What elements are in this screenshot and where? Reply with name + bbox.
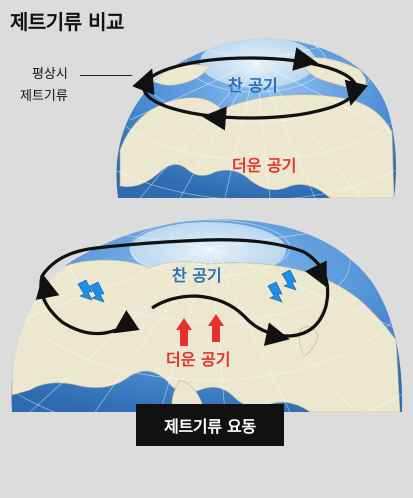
jet-fluctuation-caption: 제트기류 요동 bbox=[136, 404, 284, 446]
bottom-globe bbox=[11, 219, 403, 412]
bottom-jet-arrow-2 bbox=[35, 274, 60, 301]
warm-air-arrows bbox=[176, 314, 224, 346]
bottom-jet-arrow-3 bbox=[305, 260, 327, 288]
callout-leader-line bbox=[80, 75, 132, 76]
callout-line-2: 제트기류 bbox=[20, 89, 68, 104]
page-title: 제트기류 비교 bbox=[10, 10, 124, 34]
top-jet-arrow-2 bbox=[344, 79, 369, 106]
top-ice-cap bbox=[200, 38, 316, 88]
top-globe bbox=[116, 38, 397, 198]
top-jet-arrow-3 bbox=[202, 106, 227, 131]
bottom-jet-arrow-4 bbox=[263, 322, 290, 346]
bottom-cold-air-label: 찬 공기 bbox=[172, 266, 222, 285]
top-cold-air-label: 찬 공기 bbox=[228, 76, 278, 95]
top-jet-arrow-4 bbox=[132, 68, 155, 96]
bottom-land-eurasia bbox=[11, 259, 401, 412]
top-jet-arrow-1 bbox=[292, 47, 318, 71]
bottom-jet-arrow-1 bbox=[113, 310, 140, 334]
cold-air-arrows bbox=[77, 269, 297, 303]
top-warm-air-label: 더운 공기 bbox=[232, 156, 297, 175]
bottom-warm-air-label: 더운 공기 bbox=[166, 350, 231, 369]
callout-line-1: 평상시 bbox=[31, 67, 68, 82]
normal-jet-callout: 평상시 제트기류 bbox=[20, 64, 68, 108]
